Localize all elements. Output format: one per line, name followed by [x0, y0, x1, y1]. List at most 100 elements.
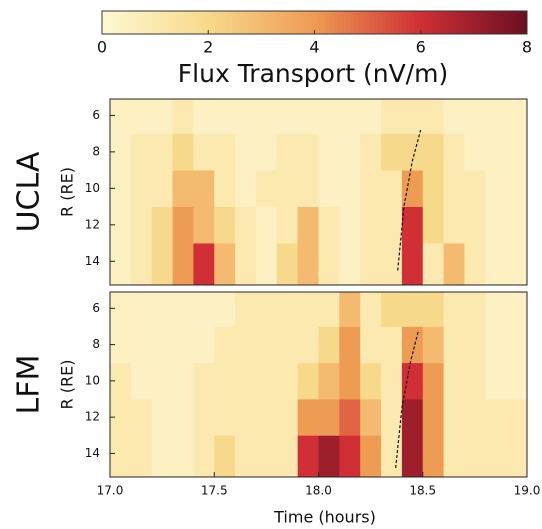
heat-cell [485, 206, 507, 244]
heat-cell [110, 133, 132, 171]
heat-cell [360, 326, 382, 364]
heat-cell [381, 99, 403, 135]
heat-cell [339, 206, 361, 244]
heat-cell [110, 99, 132, 135]
heat-cell [360, 170, 382, 207]
heat-cell [464, 326, 486, 364]
heat-cell [193, 206, 215, 244]
heat-cell [339, 435, 361, 478]
heat-cell [485, 326, 507, 364]
heat-cell [401, 206, 424, 244]
heat-cell [172, 133, 194, 171]
colorbar-tick-label: 4 [309, 38, 319, 57]
heat-cell [297, 243, 319, 286]
heat-cell [464, 206, 486, 244]
heat-cell [485, 170, 507, 207]
heat-cell [130, 206, 153, 244]
heat-cell [464, 292, 486, 327]
heat-cell [339, 326, 361, 364]
y-tick-label: 8 [92, 337, 100, 351]
heat-cell [443, 170, 465, 207]
heat-cell [401, 243, 424, 286]
heat-cell [130, 170, 153, 207]
heat-cell [151, 170, 173, 207]
heat-cell [172, 99, 194, 135]
colorbar-title: Flux Transport (nV/m) [178, 59, 448, 88]
heat-cell [318, 435, 340, 478]
heat-cell [110, 170, 132, 207]
heat-cell [464, 435, 486, 478]
curve [397, 129, 422, 271]
heat-cell [339, 292, 361, 327]
heat-cell [401, 170, 424, 207]
heat-cell [172, 243, 194, 286]
heat-cell [172, 206, 194, 244]
heat-cell [151, 133, 173, 171]
y-tick-label: 10 [85, 373, 100, 387]
heat-cell [443, 362, 465, 400]
heat-cell [464, 243, 486, 286]
heat-cell [214, 206, 236, 244]
x-tick-label: 18.5 [409, 484, 436, 498]
x-tick-label: 17.5 [201, 484, 228, 498]
curve [395, 329, 420, 468]
y-tick-label: 12 [85, 410, 100, 424]
heat-cell [193, 170, 215, 207]
heat-cell [297, 99, 319, 135]
heat-cell [214, 243, 236, 286]
heat-cell [381, 435, 403, 478]
heat-cell [235, 99, 257, 135]
heat-cell [130, 133, 153, 171]
colorbar-tick-label: 6 [416, 38, 426, 57]
heat-cell [381, 399, 403, 436]
heat-cell [339, 399, 361, 436]
heat-cell [422, 362, 444, 400]
heat-cell [506, 99, 528, 135]
heat-cell [276, 206, 299, 244]
heat-cell [130, 99, 153, 135]
y-tick-label: 10 [85, 181, 100, 195]
heat-cell [214, 170, 236, 207]
heat-cell [255, 399, 278, 436]
heat-cell [276, 362, 299, 400]
heat-cell [193, 326, 215, 364]
heat-cell [110, 362, 132, 400]
heat-cell [443, 292, 465, 327]
heat-cell [443, 435, 465, 478]
heat-cell [193, 292, 215, 327]
heat-cell [193, 362, 215, 400]
heat-cell [235, 170, 257, 207]
heat-cell [422, 243, 444, 286]
heat-cell [151, 435, 173, 478]
heat-cell [422, 326, 444, 364]
heat-cell [485, 399, 507, 436]
heat-cell [443, 206, 465, 244]
heat-cell [360, 292, 382, 327]
heat-cell [443, 399, 465, 436]
heat-cell [381, 362, 403, 400]
heat-cell [172, 326, 194, 364]
heat-cell [151, 99, 173, 135]
heat-cell [401, 435, 424, 478]
heat-cell [506, 399, 528, 436]
heat-cell [422, 435, 444, 478]
heat-cell [506, 326, 528, 364]
heat-cell [506, 435, 528, 478]
heat-cell [172, 399, 194, 436]
heat-cell [297, 170, 319, 207]
heat-cell [110, 206, 132, 244]
heat-cell [360, 362, 382, 400]
heat-cell [110, 292, 132, 327]
heat-cell [255, 326, 278, 364]
heat-cell [381, 206, 403, 244]
heat-cell [464, 362, 486, 400]
heat-cell [130, 243, 153, 286]
y-axis-label: R (RE) [58, 167, 77, 217]
y-tick-label: 6 [92, 108, 100, 122]
heat-cell [276, 399, 299, 436]
heat-cell [360, 399, 382, 436]
heat-cell [443, 133, 465, 171]
heat-cell [464, 99, 486, 135]
heat-cell [506, 243, 528, 286]
heat-cell [276, 326, 299, 364]
